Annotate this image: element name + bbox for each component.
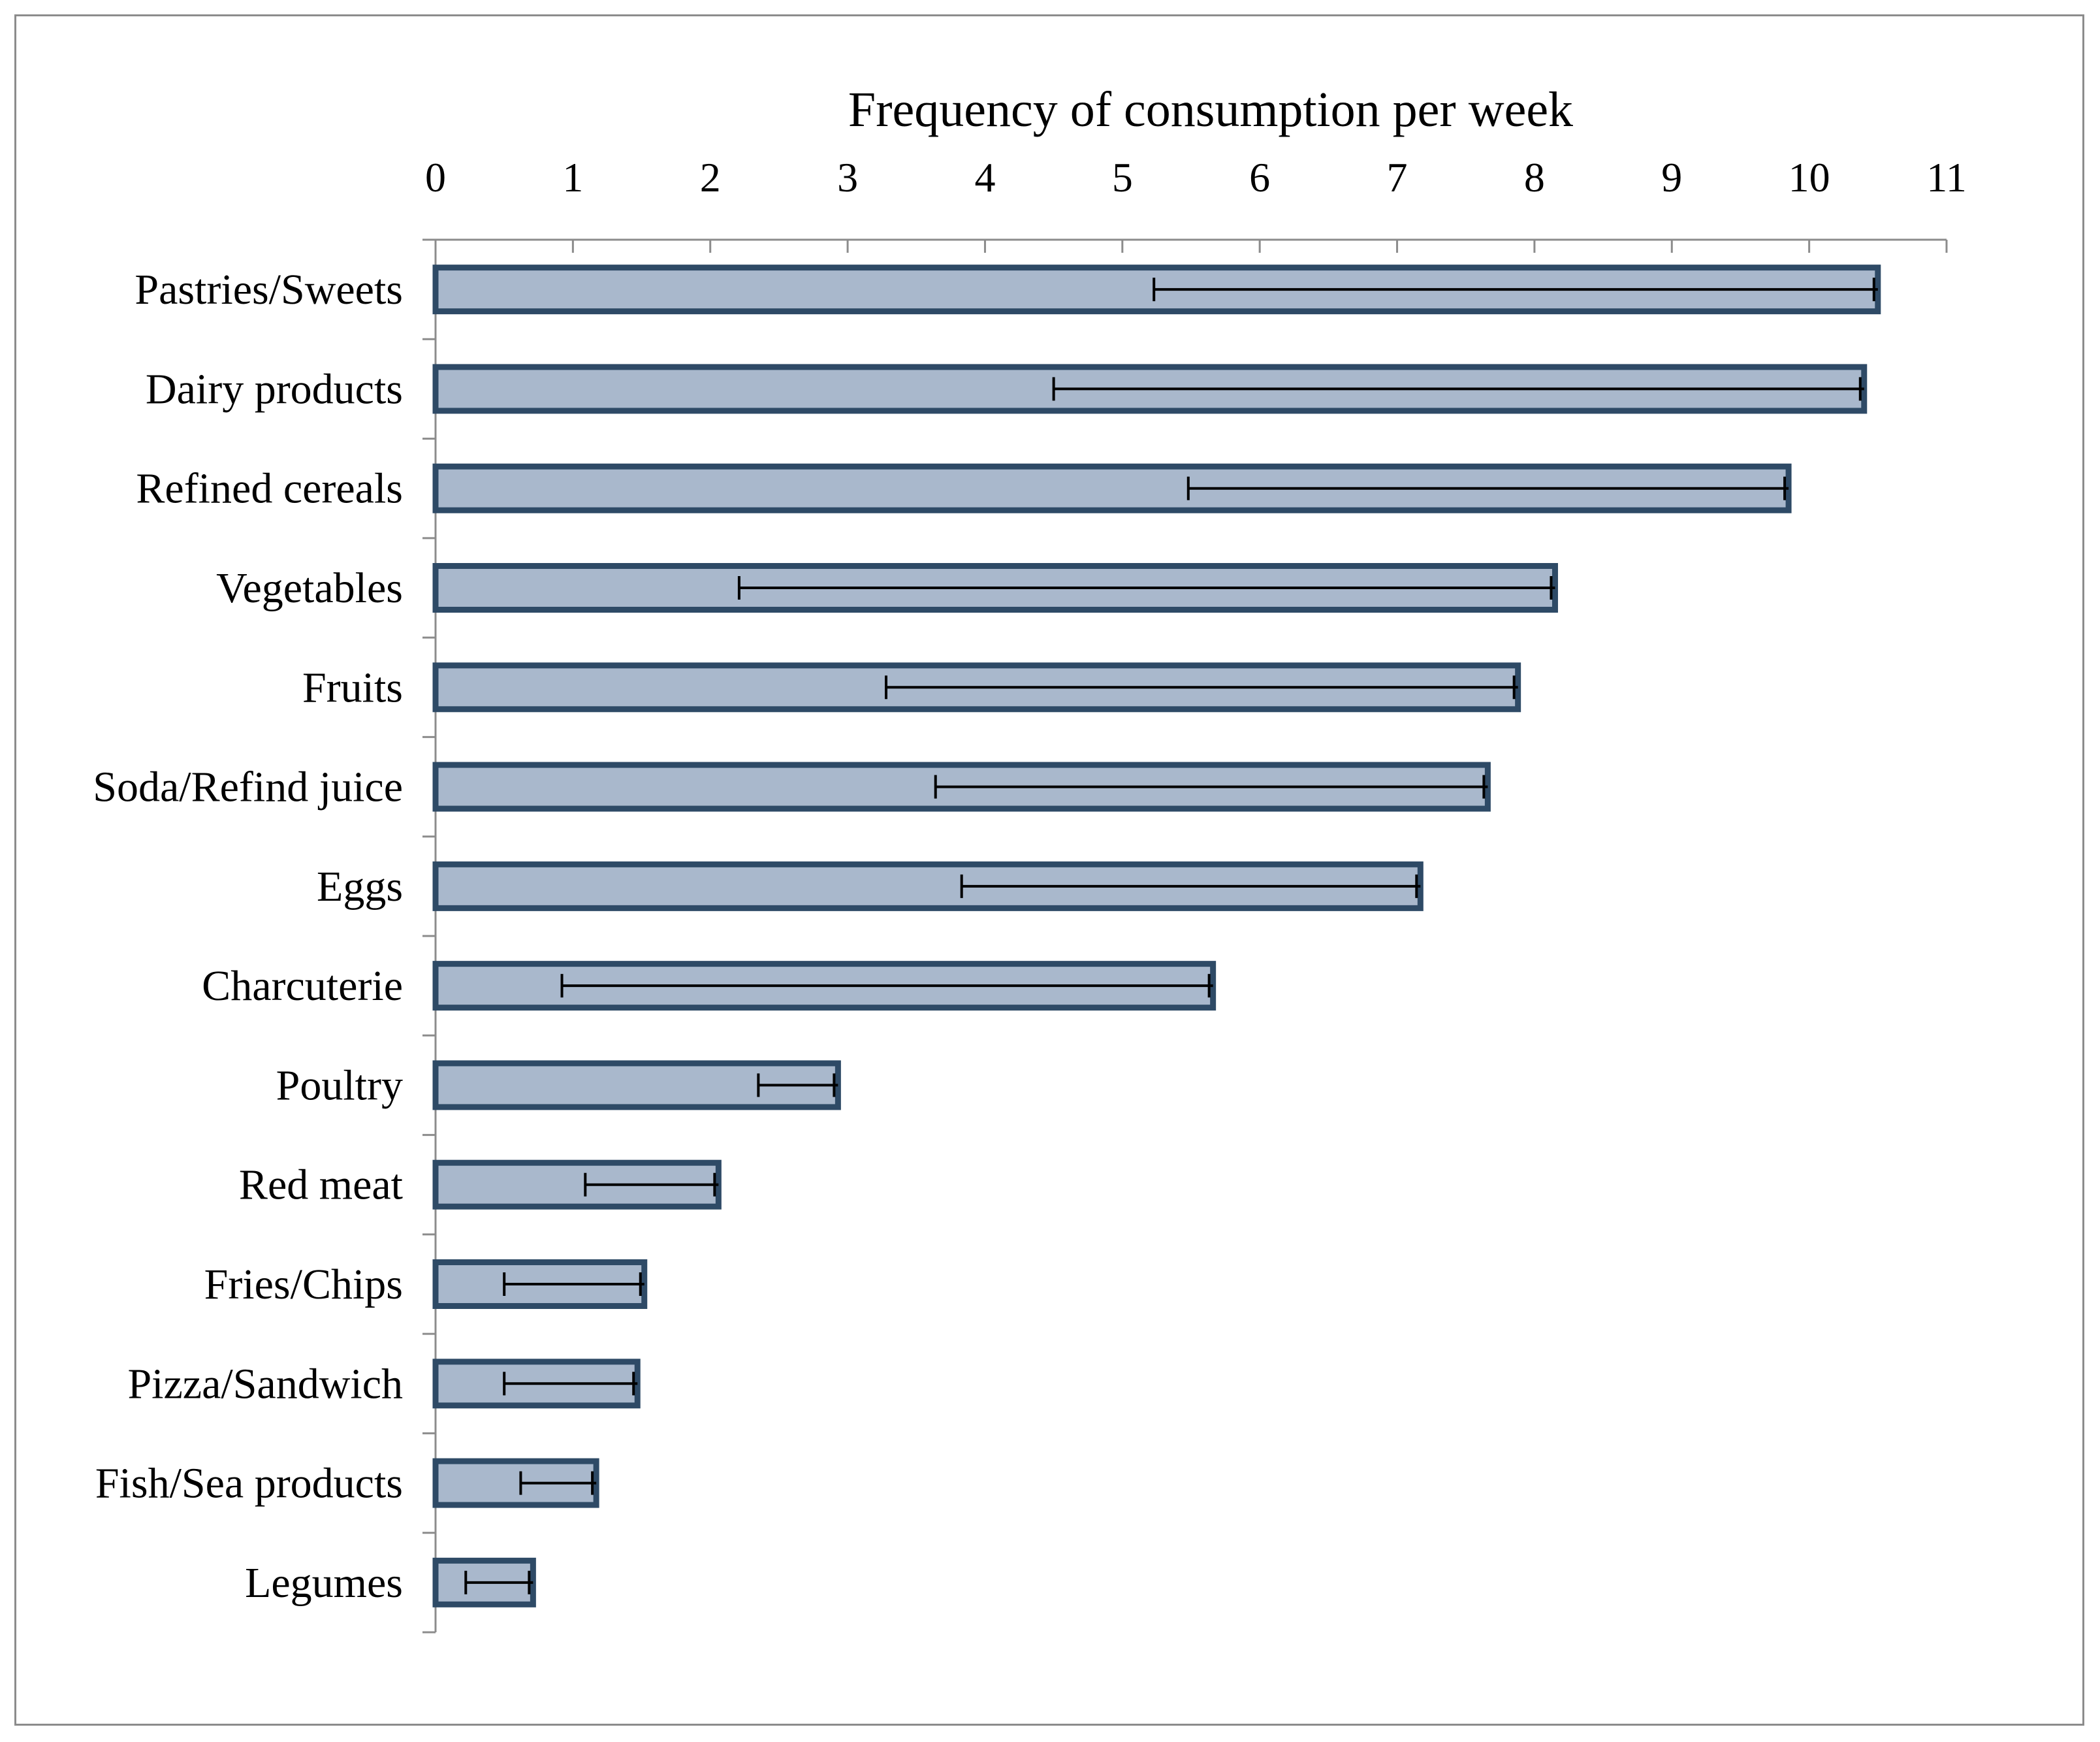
x-tick-label: 1 <box>562 154 583 201</box>
x-tick-label: 8 <box>1524 154 1545 201</box>
category-label: Red meat <box>239 1161 403 1209</box>
x-tick-label: 10 <box>1789 154 1830 201</box>
category-label: Fruits <box>302 664 403 711</box>
x-tick-label: 5 <box>1112 154 1133 201</box>
category-label: Charcuterie <box>202 962 403 1010</box>
category-label: Legumes <box>245 1559 403 1607</box>
y-axis <box>422 238 437 1634</box>
category-label: Fries/Chips <box>204 1261 403 1308</box>
x-tick-label: 2 <box>700 154 721 201</box>
chart-frame: Frequency of consumption per week 0 1 2 3 4 5… <box>14 14 2084 1726</box>
category-label: Dairy products <box>146 365 403 413</box>
x-tick-label: 0 <box>425 154 446 201</box>
error-bar-series <box>464 278 1878 1594</box>
category-label: Fish/Sea products <box>95 1460 403 1508</box>
bar <box>432 1159 722 1210</box>
category-label: Pizza/Sandwich <box>127 1360 403 1408</box>
x-axis-title: Frequency of consumption per week <box>848 82 1573 137</box>
x-tick-label: 4 <box>974 154 995 201</box>
category-label: Poultry <box>276 1061 403 1109</box>
category-label: Vegetables <box>216 564 403 612</box>
x-tick-label: 7 <box>1387 154 1408 201</box>
x-tick-label: 6 <box>1249 154 1270 201</box>
x-tick-label: 9 <box>1661 154 1682 201</box>
bar-chart: Frequency of consumption per week 0 1 2 3 4 5… <box>93 82 1967 1634</box>
category-label: Eggs <box>317 863 403 911</box>
category-label: Refined cereals <box>136 465 403 513</box>
category-label: Soda/Refind juice <box>93 764 403 811</box>
x-tick-label: 11 <box>1926 154 1967 201</box>
x-tick-label: 3 <box>837 154 858 201</box>
bar-series <box>432 265 1881 1607</box>
x-axis: 0 1 2 3 4 5 6 7 8 9 10 11 <box>425 154 1967 253</box>
category-label: Pastries/Sweets <box>135 266 403 314</box>
category-labels: Pastries/Sweets Dairy products Refined cer… <box>93 266 403 1607</box>
